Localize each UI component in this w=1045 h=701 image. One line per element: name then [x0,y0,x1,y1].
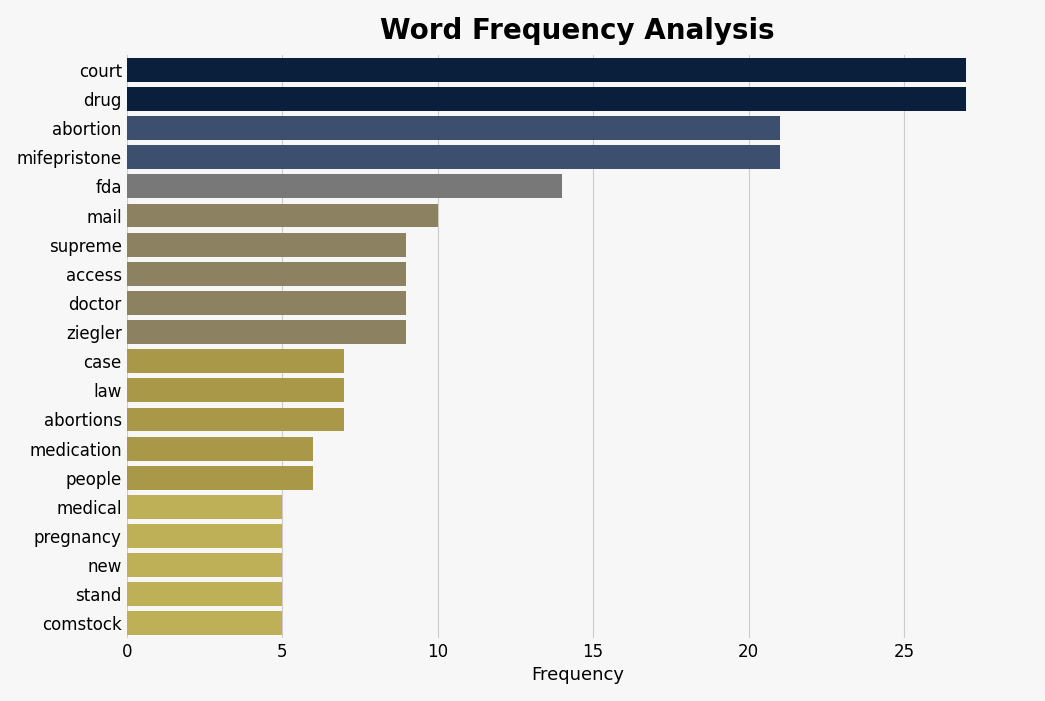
Bar [126,495,282,519]
X-axis label: Frequency: Frequency [531,667,624,684]
Bar [126,145,780,169]
Bar [126,87,967,111]
Bar [126,203,438,228]
Bar [126,233,407,257]
Bar [126,116,780,140]
Title: Word Frequency Analysis: Word Frequency Analysis [380,17,774,45]
Bar [126,437,314,461]
Bar [126,320,407,344]
Bar [126,175,562,198]
Bar [126,291,407,315]
Bar [126,349,344,373]
Bar [126,583,282,606]
Bar [126,379,344,402]
Bar [126,465,314,490]
Bar [126,553,282,577]
Bar [126,407,344,431]
Bar [126,611,282,635]
Bar [126,58,967,82]
Bar [126,262,407,286]
Bar [126,524,282,548]
